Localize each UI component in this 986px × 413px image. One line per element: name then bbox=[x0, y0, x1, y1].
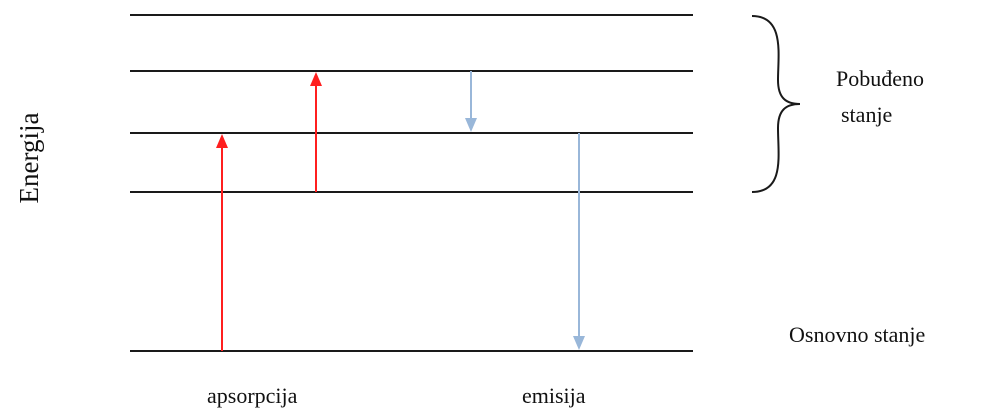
ground-state-label: Osnovno stanje bbox=[789, 322, 925, 347]
energy-axis-label: Energija bbox=[14, 113, 44, 204]
emission-arrows bbox=[465, 71, 585, 350]
emission-arrow-level-3-to-2 bbox=[465, 71, 477, 132]
energy-levels bbox=[130, 14, 693, 352]
excited-state-label-line2: stanje bbox=[841, 102, 892, 127]
absorption-label: apsorpcija bbox=[207, 383, 298, 408]
absorption-arrows bbox=[216, 72, 322, 351]
absorption-arrow-to-level-3 bbox=[310, 72, 322, 192]
absorption-arrow-to-level-2 bbox=[216, 134, 228, 351]
emission-label: emisija bbox=[522, 383, 586, 408]
excited-state-brace bbox=[751, 15, 801, 193]
emission-arrow-level-2-to-ground bbox=[573, 133, 585, 350]
excited-state-label-line1: Pobuđeno bbox=[836, 66, 924, 91]
